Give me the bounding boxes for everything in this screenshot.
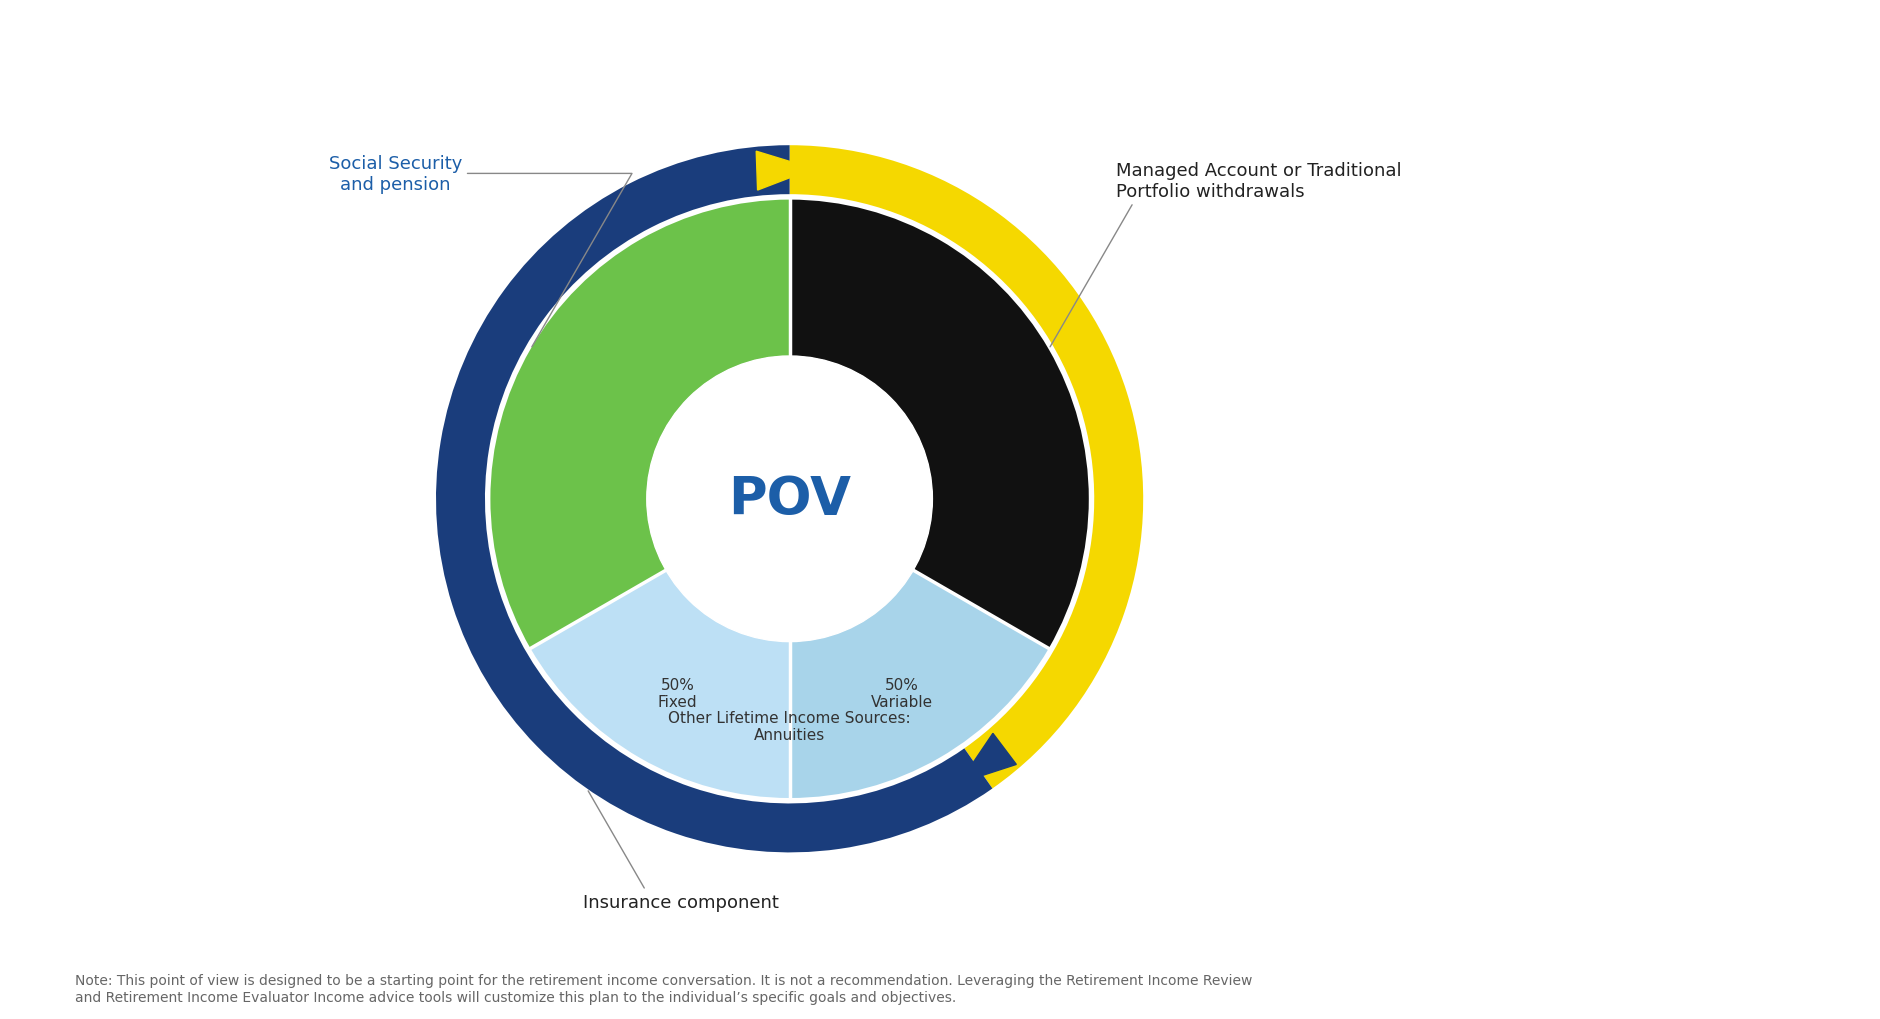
Wedge shape xyxy=(790,571,1049,798)
Text: 50%
Variable: 50% Variable xyxy=(870,678,932,709)
Wedge shape xyxy=(530,571,790,798)
Wedge shape xyxy=(491,201,790,649)
Text: Other Lifetime Income Sources:
Annuities: Other Lifetime Income Sources: Annuities xyxy=(667,710,912,742)
Wedge shape xyxy=(790,201,1089,649)
Wedge shape xyxy=(790,146,1143,789)
Text: Managed Account or Traditional
Portfolio withdrawals: Managed Account or Traditional Portfolio… xyxy=(1051,162,1402,347)
Polygon shape xyxy=(756,152,814,191)
Circle shape xyxy=(647,357,932,642)
Text: Insurance component: Insurance component xyxy=(583,791,778,911)
Text: Social Security
and pension: Social Security and pension xyxy=(329,155,632,347)
Text: Note: This point of view is designed to be a starting point for the retirement i: Note: This point of view is designed to … xyxy=(75,973,1252,1004)
Wedge shape xyxy=(436,146,993,853)
Polygon shape xyxy=(959,734,1017,784)
Text: POV: POV xyxy=(728,474,852,525)
Text: 50%
Fixed: 50% Fixed xyxy=(658,678,697,709)
